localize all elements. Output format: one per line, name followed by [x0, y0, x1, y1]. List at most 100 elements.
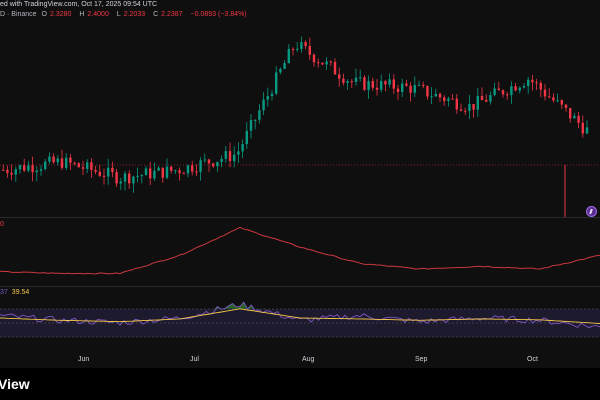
candle-body	[60, 158, 64, 168]
candle-body	[94, 169, 97, 172]
lightning-icon[interactable]	[586, 206, 597, 217]
indicator-line	[0, 226, 600, 275]
candle-body	[10, 172, 13, 175]
candle-body	[581, 122, 584, 134]
candle-body	[44, 161, 47, 170]
candle-body	[472, 103, 475, 110]
candle-body	[115, 172, 118, 184]
candle-body	[375, 87, 379, 90]
candle-body	[216, 161, 219, 167]
candle-body	[140, 175, 143, 177]
candle-body	[149, 168, 152, 179]
tradingview-logo: View	[0, 376, 30, 392]
high-value: 2.4000	[87, 11, 109, 18]
candle-body	[531, 79, 534, 83]
candle-body	[279, 68, 282, 73]
indicator-pane[interactable]	[0, 220, 600, 285]
price-pane[interactable]	[0, 20, 600, 217]
candle-body	[438, 93, 442, 98]
candle-body	[111, 167, 114, 173]
candle-body	[90, 162, 93, 170]
candle-body	[98, 171, 101, 176]
candle-body	[35, 170, 38, 173]
rsi-pane[interactable]	[0, 289, 600, 345]
indicator-value: 0	[0, 221, 4, 228]
candle-body	[569, 107, 572, 119]
candle-body	[312, 54, 316, 63]
candle-body	[224, 151, 227, 159]
candle-body	[543, 89, 547, 97]
candle-body	[560, 100, 563, 105]
open-value: 2.3280	[49, 11, 72, 18]
candle-body	[451, 98, 454, 100]
candle-body	[291, 49, 295, 51]
candlestick-chart[interactable]	[0, 20, 600, 217]
candle-body	[300, 42, 303, 49]
candle-body	[459, 109, 463, 111]
candle-body	[69, 157, 72, 163]
candle-body	[52, 156, 55, 163]
candle-body	[367, 81, 370, 90]
x-tick-jul: Jul	[190, 356, 199, 363]
tradingview-credit: ed with TradingView.com, Oct 17, 2025 09…	[0, 1, 158, 8]
candle-body	[422, 84, 425, 86]
candle-body	[350, 81, 353, 83]
candle-body	[480, 95, 484, 100]
candle-body	[174, 170, 177, 172]
candle-body	[237, 151, 240, 155]
candle-body	[266, 96, 269, 100]
candle-body	[283, 63, 286, 69]
candle-body	[325, 61, 328, 65]
candle-body	[413, 85, 416, 93]
candle-body	[249, 120, 253, 131]
candle-body	[81, 167, 85, 169]
x-tick-oct: Oct	[527, 356, 538, 363]
candle-body	[245, 130, 248, 145]
candle-body	[107, 167, 110, 177]
rsi-value: 37	[0, 289, 8, 296]
candle-body	[182, 173, 185, 175]
candle-body	[501, 90, 505, 95]
close-value: 2.2387	[161, 11, 183, 18]
candle-body	[338, 74, 341, 79]
rsi-ma-line	[0, 308, 600, 324]
candle-body	[506, 94, 509, 96]
candle-body	[396, 88, 400, 92]
candle-body	[308, 46, 311, 55]
candle-body	[363, 77, 366, 90]
candle-body	[195, 171, 198, 173]
candle-body	[346, 81, 349, 83]
candle-body	[485, 99, 488, 102]
candle-body	[380, 81, 383, 90]
candle-body	[2, 169, 5, 171]
candle-body	[455, 98, 458, 110]
candle-body	[153, 170, 156, 179]
candle-body	[447, 98, 450, 101]
candle-body	[443, 97, 446, 101]
candle-body	[489, 95, 492, 102]
candle-body	[518, 87, 521, 91]
candle-body	[18, 165, 22, 170]
time-axis[interactable]: Jun Jul Aug Sep Oct	[0, 348, 600, 368]
candle-body	[258, 110, 261, 120]
rsi-chart[interactable]	[0, 289, 600, 345]
candle-body	[493, 88, 496, 96]
candle-body	[270, 93, 274, 97]
candle-body	[157, 167, 160, 171]
candle-body	[161, 167, 164, 178]
candle-body	[39, 169, 43, 171]
candle-body	[178, 170, 181, 174]
candle-body	[497, 88, 500, 91]
candle-body	[405, 83, 408, 86]
candle-body	[65, 157, 68, 168]
candle-body	[577, 115, 580, 123]
candle-body	[514, 86, 517, 91]
candle-body	[132, 176, 135, 184]
candle-body	[317, 62, 320, 64]
candle-body	[102, 175, 106, 177]
candle-body	[417, 84, 421, 86]
candle-body	[27, 165, 30, 171]
candle-body	[333, 62, 337, 75]
candle-body	[342, 78, 345, 83]
candle-body	[275, 72, 278, 94]
